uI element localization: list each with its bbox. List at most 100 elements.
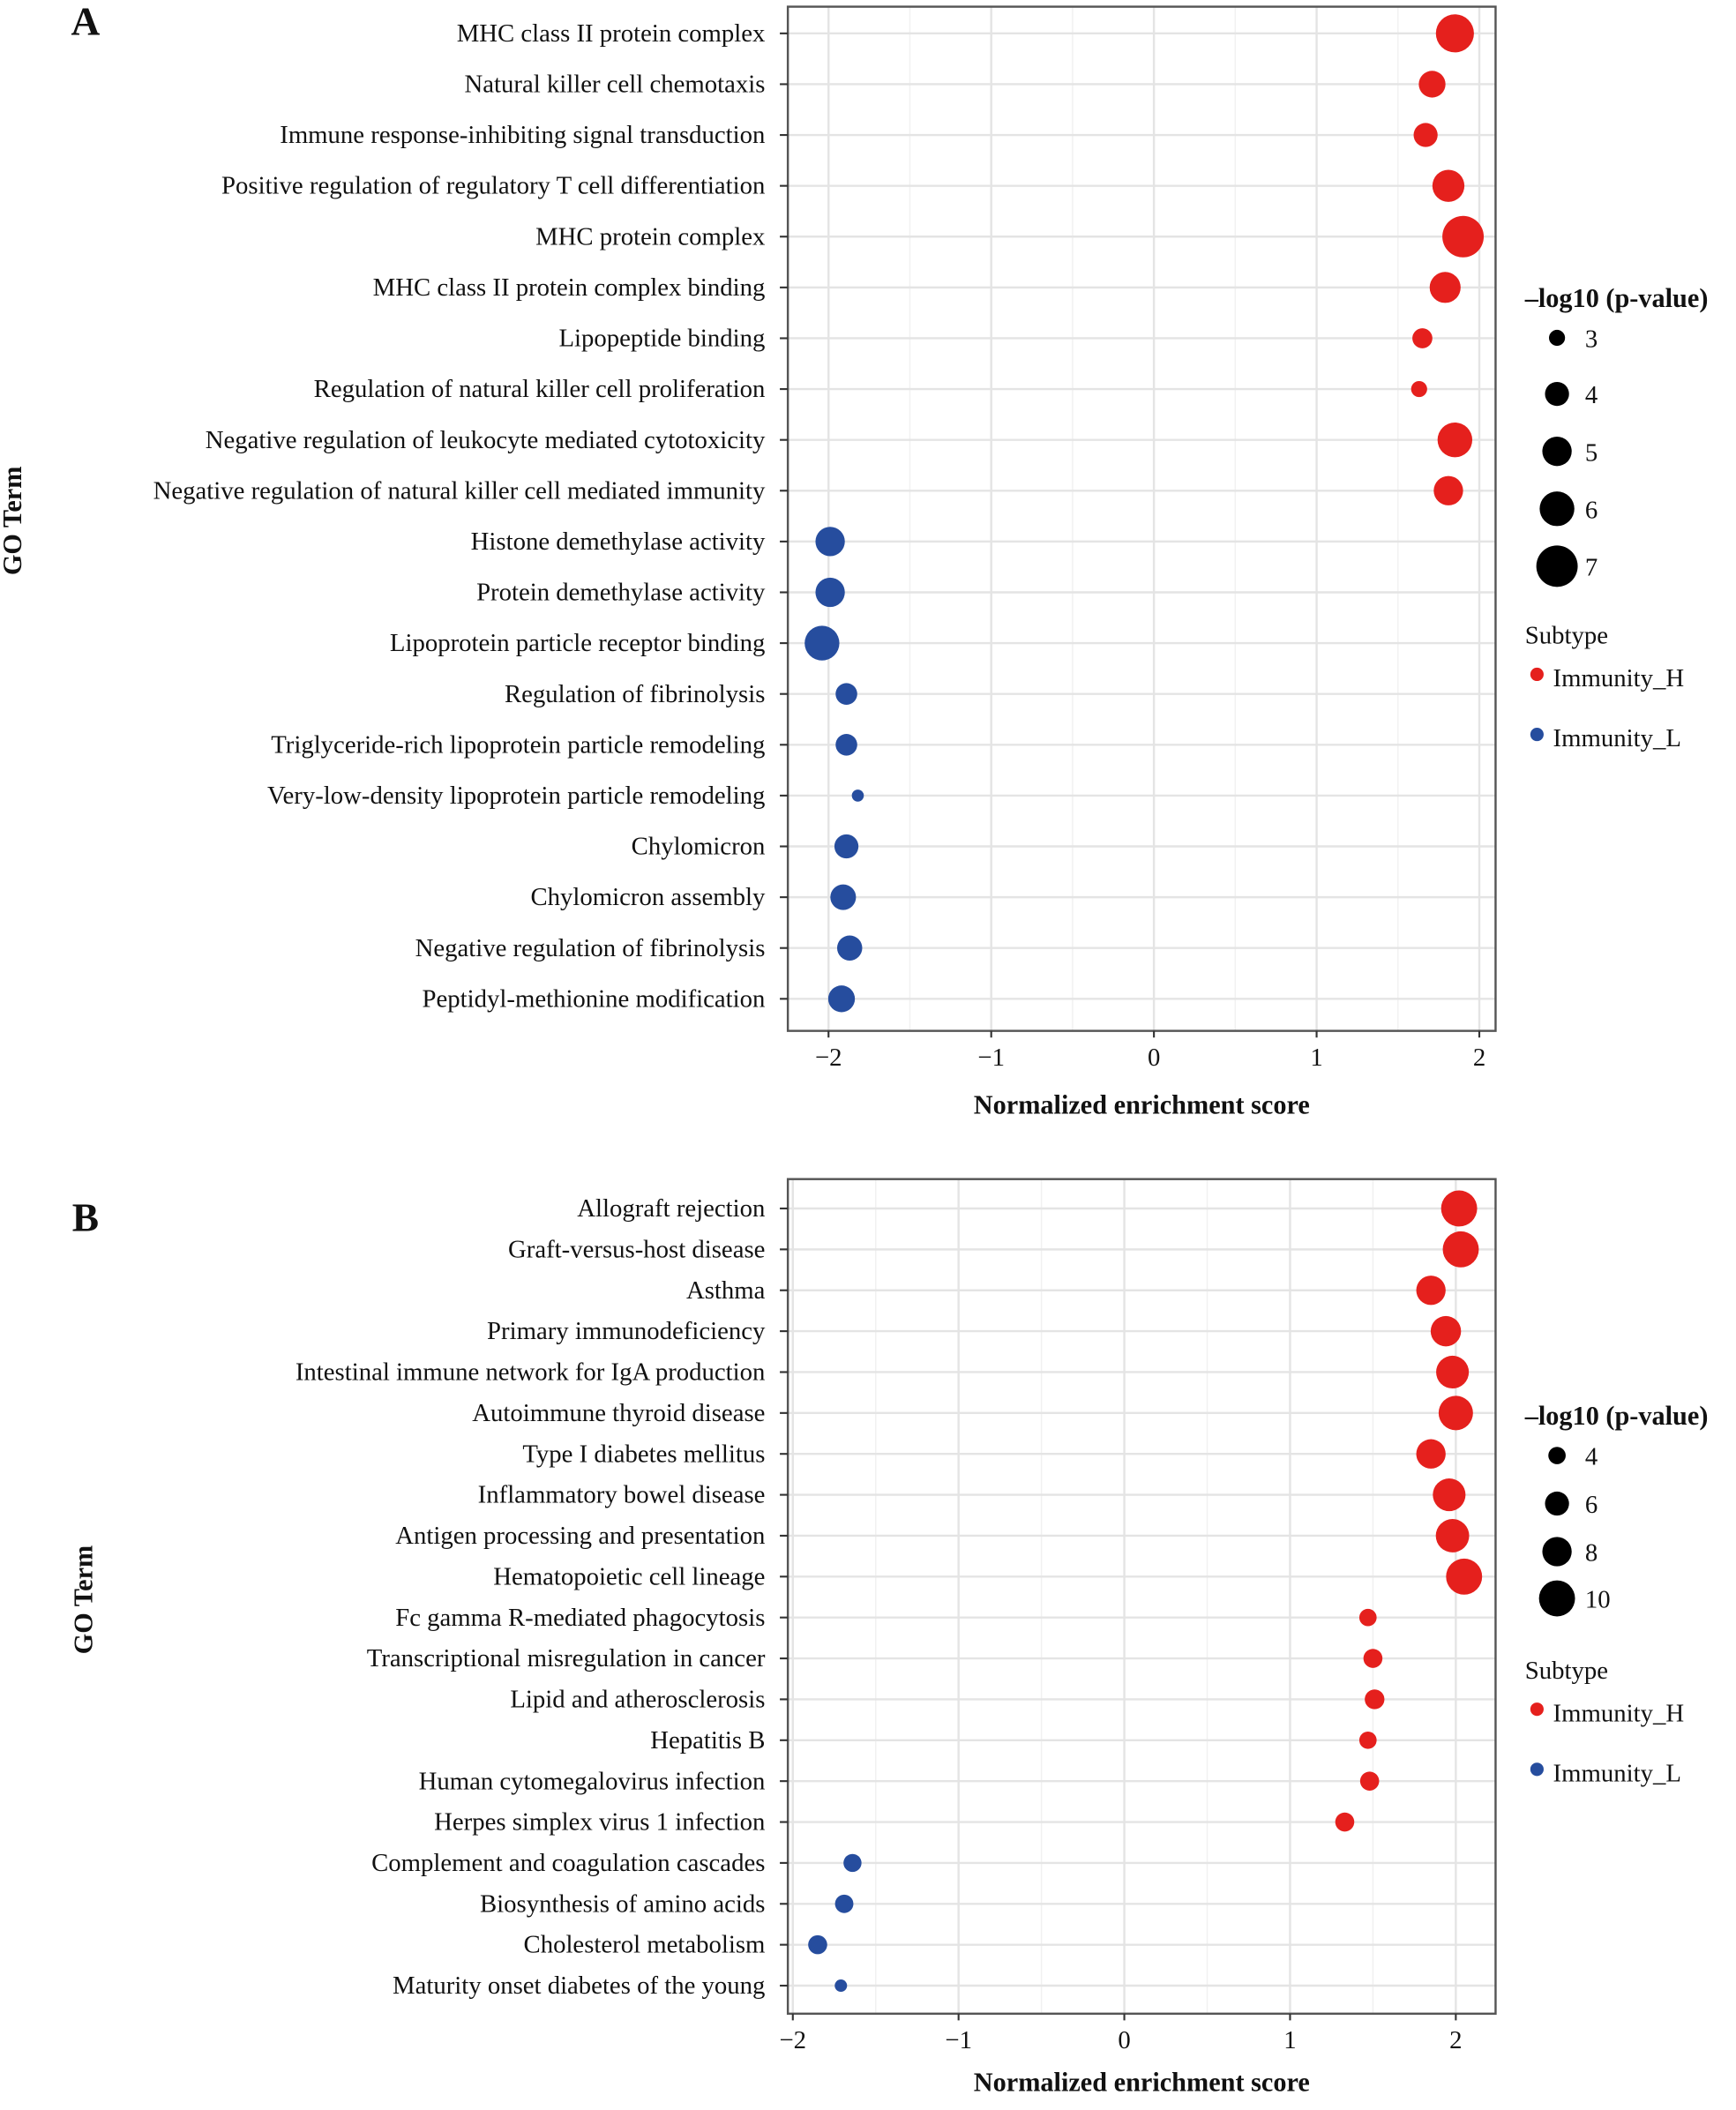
y-tick-label: Graft-versus-host disease <box>508 1235 765 1263</box>
data-point-immunity-h <box>1442 215 1485 258</box>
color-legend-label: Immunity_L <box>1553 1759 1681 1787</box>
data-point-immunity-h <box>1429 272 1461 303</box>
size-legend-circle <box>1542 1537 1572 1567</box>
data-point-immunity-h <box>1440 1190 1478 1227</box>
data-point-immunity-l <box>815 577 845 608</box>
panel-a: −2 −1 0 1 2 MHC class II protein complex Natur… <box>0 0 1708 1120</box>
y-axis-title: GO Term <box>68 1545 98 1655</box>
y-tick-label: Chylomicron <box>632 833 766 861</box>
data-point-immunity-h <box>1438 1395 1473 1431</box>
color-legend-dot <box>1530 1702 1544 1717</box>
size-legend-circle <box>1538 1580 1575 1617</box>
y-tick-label: Lipopeptide binding <box>558 325 765 353</box>
size-legend-circle <box>1545 1491 1569 1516</box>
data-point-immunity-l <box>830 884 857 910</box>
x-tick-label: −2 <box>815 1044 842 1072</box>
y-tick-label: Primary immunodeficiency <box>487 1317 766 1345</box>
data-point-immunity-l <box>815 527 845 557</box>
size-legend-title: –log10 (p-value) <box>1524 283 1709 313</box>
panel-label: A <box>71 0 100 43</box>
data-point-immunity-h <box>1358 1608 1377 1627</box>
data-point-immunity-h <box>1437 422 1473 458</box>
size-legend-circle <box>1549 329 1566 347</box>
size-legend-label: 10 <box>1585 1586 1611 1614</box>
size-legend-label: 3 <box>1585 325 1598 354</box>
plot-border <box>786 1178 1497 2016</box>
y-tick-label: Intestinal immune network for IgA produc… <box>296 1358 766 1387</box>
data-point-immunity-l <box>827 985 856 1013</box>
y-tick-label: Negative regulation of natural killer ce… <box>153 476 766 505</box>
size-legend-circle <box>1536 545 1578 587</box>
plot-background <box>788 6 1496 1031</box>
color-legend-label: Immunity_L <box>1553 724 1681 752</box>
data-point-immunity-h <box>1359 1771 1380 1791</box>
x-tick-label: −1 <box>977 1044 1005 1072</box>
x-tick-label: 0 <box>1118 2026 1130 2054</box>
size-legend-label: 5 <box>1585 438 1598 467</box>
color-legend-dot <box>1530 667 1544 682</box>
data-point-immunity-l <box>834 1979 848 1993</box>
size-legend-circle <box>1545 381 1569 407</box>
data-point-immunity-h <box>1418 71 1446 98</box>
y-tick-label: Antigen processing and presentation <box>395 1522 765 1550</box>
size-legend-label: 4 <box>1585 1443 1598 1471</box>
y-tick-label: Triglyceride-rich lipoprotein particle r… <box>271 730 765 759</box>
data-point-immunity-h <box>1358 1731 1377 1749</box>
data-point-immunity-h <box>1433 475 1463 505</box>
data-point-immunity-h <box>1410 380 1427 398</box>
data-point-immunity-h <box>1416 1276 1446 1306</box>
data-point-immunity-l <box>834 1894 854 1913</box>
x-tick-label: 2 <box>1473 1044 1485 1072</box>
y-tick-label: Human cytomegalovirus infection <box>419 1767 766 1795</box>
data-point-immunity-l <box>843 1853 862 1873</box>
color-legend: Subtype Immunity_H Immunity_L <box>1525 1657 1684 1788</box>
y-tick-label: Autoimmune thyroid disease <box>472 1399 765 1427</box>
color-legend-dot <box>1530 728 1544 742</box>
y-tick-label: MHC protein complex <box>535 222 766 251</box>
data-point-immunity-h <box>1436 1355 1470 1389</box>
size-legend-circle <box>1542 437 1572 467</box>
y-tick-label: Biosynthesis of amino acids <box>480 1889 765 1918</box>
y-tick-label: Hematopoietic cell lineage <box>493 1562 765 1590</box>
x-axis-title: Normalized enrichment score <box>974 2068 1310 2098</box>
y-tick-label: Chylomicron assembly <box>530 883 766 911</box>
color-legend-label: Immunity_H <box>1553 1699 1685 1727</box>
size-legend: –log10 (p-value) 3 4 5 6 7 <box>1524 283 1709 587</box>
size-legend-label: 8 <box>1585 1539 1598 1568</box>
y-tick-label: Complement and coagulation cascades <box>371 1849 765 1877</box>
data-point-immunity-l <box>808 1934 827 1955</box>
data-point-immunity-l <box>851 789 864 802</box>
y-tick-label: Immune response-inhibiting signal transd… <box>280 121 765 149</box>
x-tick-label: −1 <box>945 2026 972 2054</box>
color-legend-title: Subtype <box>1525 622 1608 650</box>
data-point-immunity-h <box>1435 14 1474 53</box>
y-tick-label: MHC class II protein complex <box>457 19 766 48</box>
x-axis-title: Normalized enrichment score <box>974 1090 1310 1120</box>
size-legend-label: 4 <box>1585 381 1598 409</box>
plot-background <box>788 1178 1496 2014</box>
data-point-immunity-h <box>1433 1478 1466 1512</box>
y-tick-label: Transcriptional misregulation in cancer <box>367 1644 766 1672</box>
y-tick-label: Peptidyl-methionine modification <box>423 984 766 1013</box>
y-tick-label: Type I diabetes mellitus <box>522 1440 765 1468</box>
color-legend: Subtype Immunity_H Immunity_L <box>1525 622 1684 753</box>
y-tick-label: Regulation of fibrinolysis <box>505 680 765 708</box>
color-legend-label: Immunity_H <box>1553 664 1685 692</box>
data-point-immunity-l <box>836 935 863 961</box>
y-tick-label: Lipid and atherosclerosis <box>510 1686 765 1714</box>
y-tick-label: Lipoprotein particle receptor binding <box>390 629 766 657</box>
y-tick-label: Histone demethylase activity <box>471 528 766 556</box>
y-tick-label: MHC class II protein complex binding <box>373 273 766 302</box>
data-point-immunity-l <box>804 625 840 661</box>
data-point-immunity-h <box>1363 1649 1383 1668</box>
y-tick-label: Cholesterol metabolism <box>524 1931 766 1959</box>
y-tick-label: Natural killer cell chemotaxis <box>465 71 766 99</box>
y-tick-label: Negative regulation of fibrinolysis <box>415 934 766 962</box>
panel-b: −2 −1 0 1 2 Allograft rejection Graft-versus-h… <box>68 1178 1708 2098</box>
color-legend-title: Subtype <box>1525 1657 1608 1685</box>
data-point-immunity-h <box>1335 1812 1355 1832</box>
size-legend-label: 6 <box>1585 496 1598 524</box>
size-legend-circle <box>1539 491 1575 527</box>
size-legend-label: 6 <box>1585 1491 1598 1519</box>
